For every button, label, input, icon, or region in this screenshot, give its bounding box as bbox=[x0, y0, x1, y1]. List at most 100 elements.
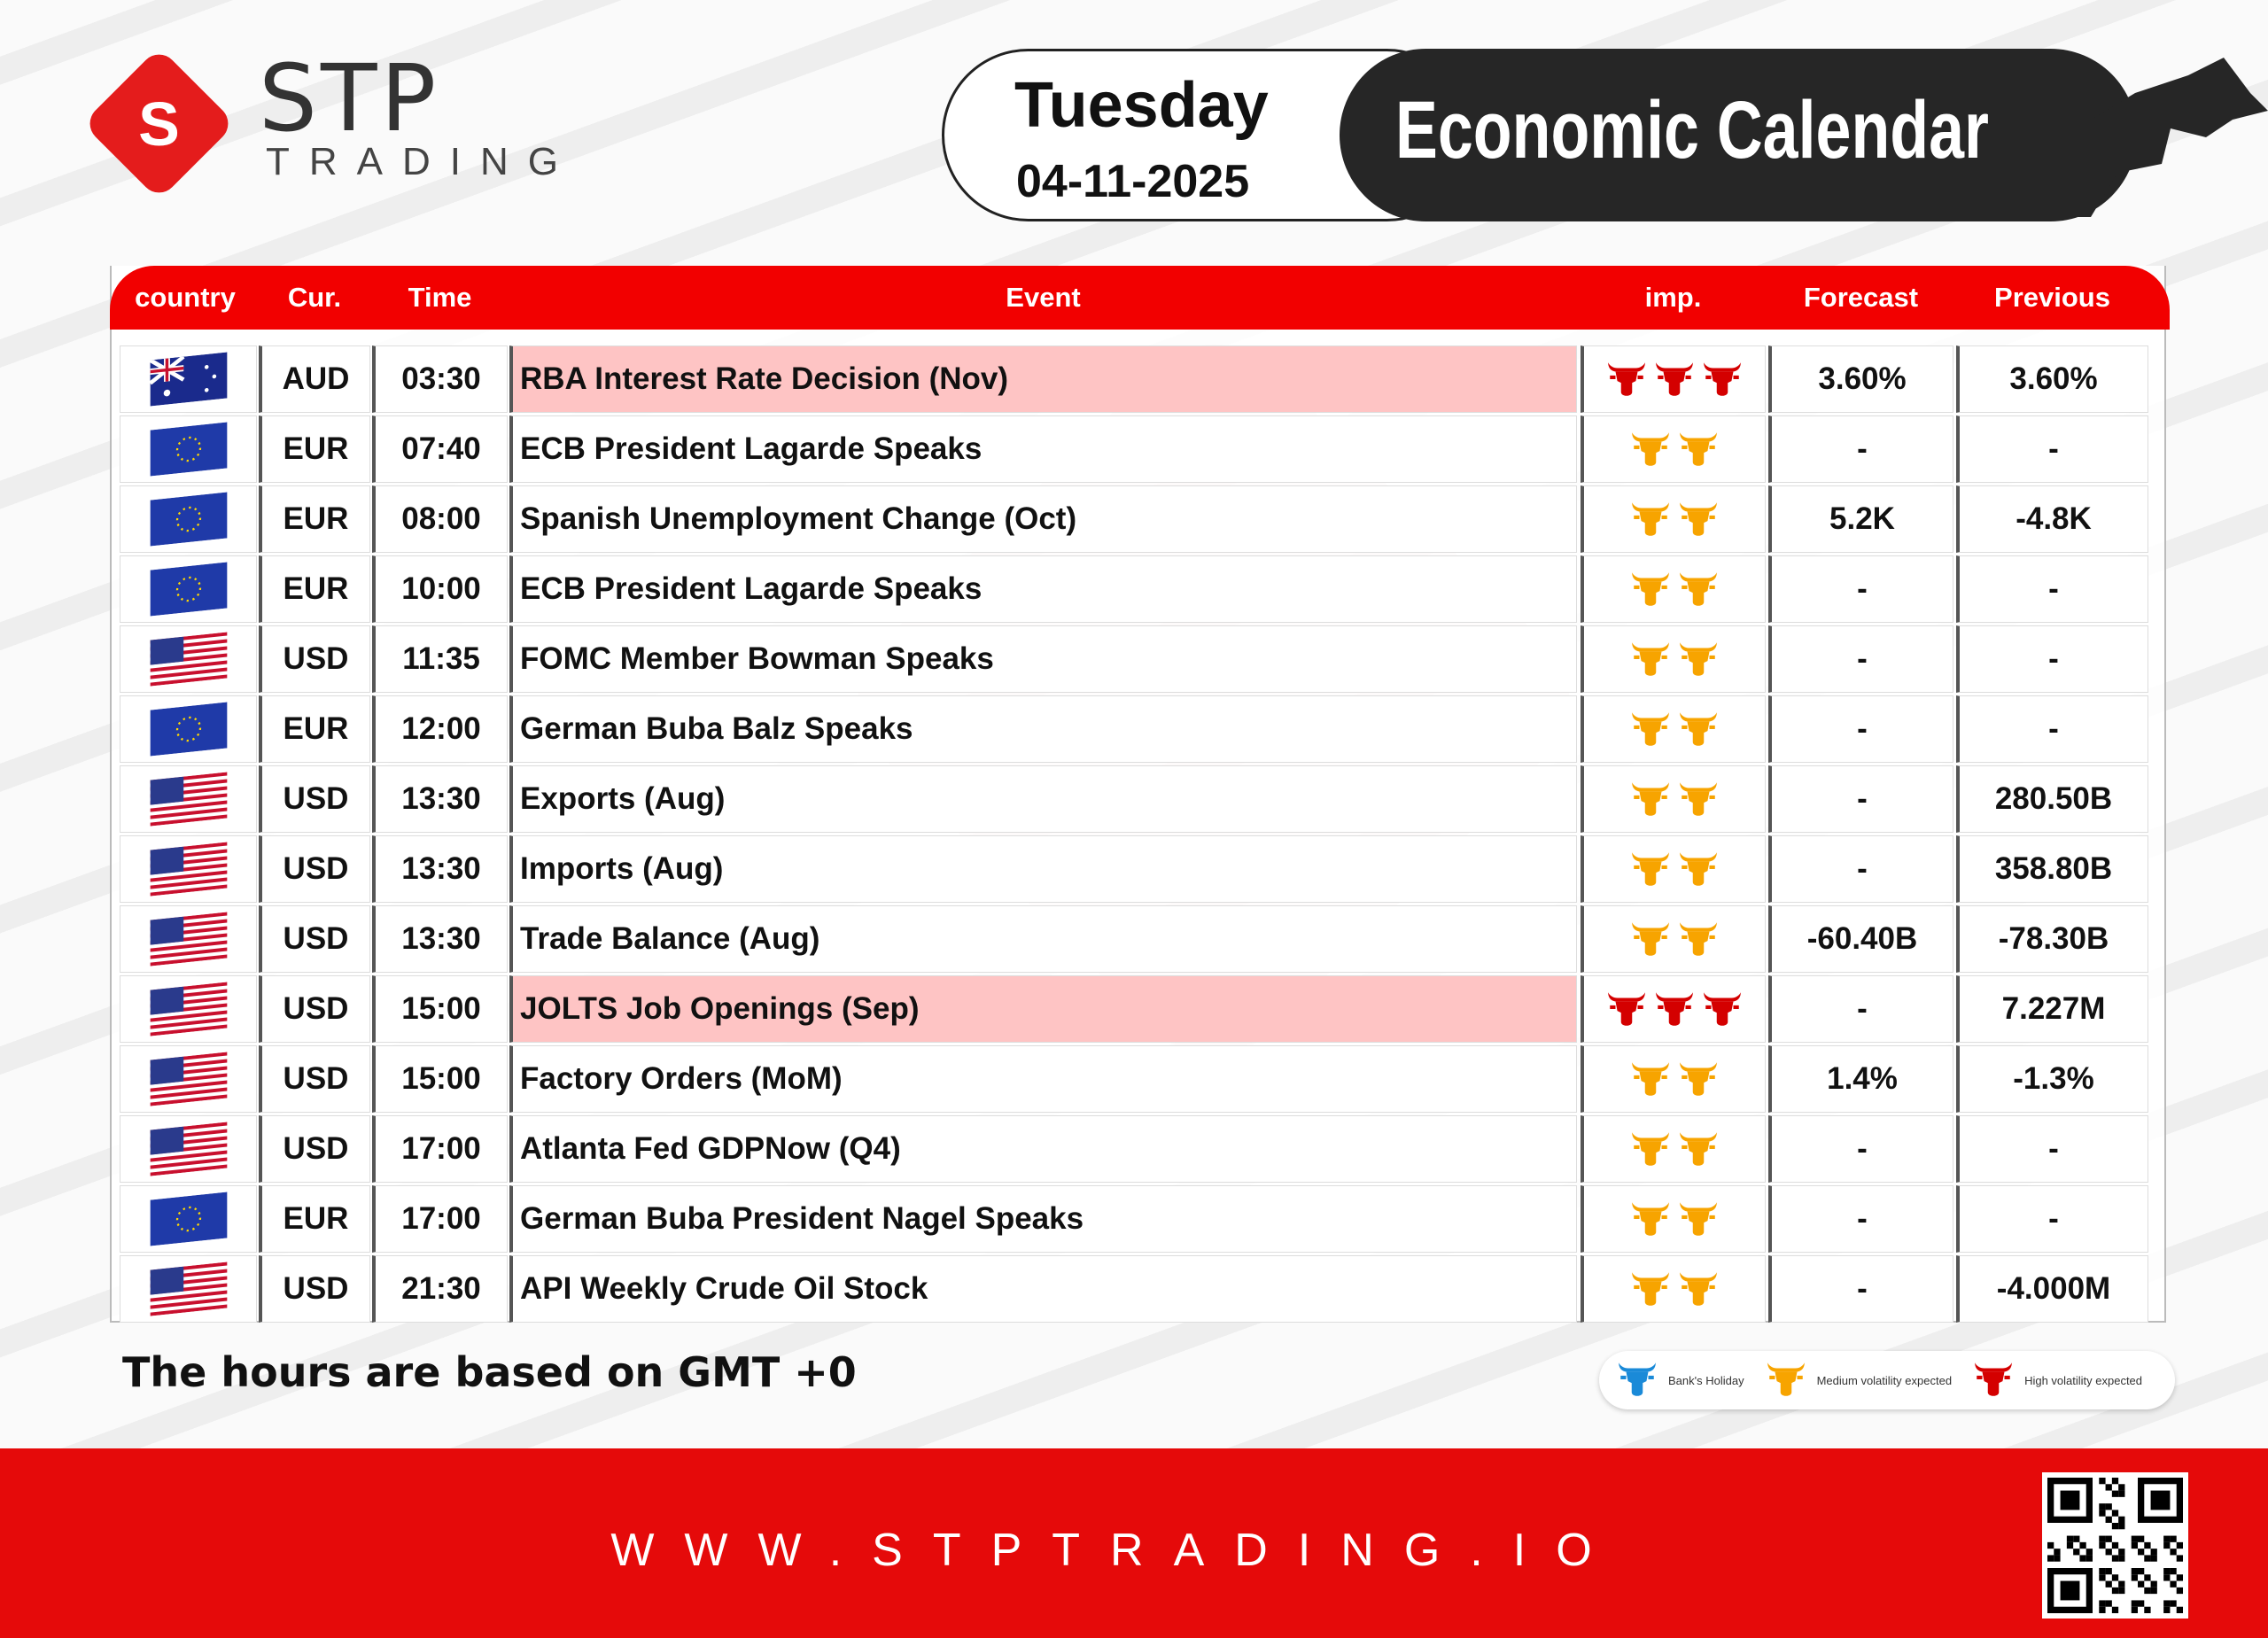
time-cell: 15:00 bbox=[372, 975, 508, 1043]
previous-cell: -4.8K bbox=[1956, 485, 2148, 553]
previous-cell: - bbox=[1956, 625, 2148, 693]
flag-cell bbox=[120, 695, 257, 763]
qr-code-icon bbox=[2042, 1472, 2188, 1619]
bull-medium-icon bbox=[1764, 1357, 1808, 1404]
currency-cell: USD bbox=[259, 835, 370, 903]
forecast-cell: - bbox=[1768, 975, 1953, 1043]
event-cell: Atlanta Fed GDPNow (Q4) bbox=[509, 1115, 1577, 1183]
currency-cell: USD bbox=[259, 1115, 370, 1183]
previous-cell: 358.80B bbox=[1956, 835, 2148, 903]
previous-cell: -4.000M bbox=[1956, 1255, 2148, 1323]
flag-cell bbox=[120, 835, 257, 903]
flag-cell bbox=[120, 905, 257, 973]
importance-cell bbox=[1581, 765, 1766, 833]
event-cell: JOLTS Job Openings (Sep) bbox=[509, 975, 1577, 1043]
currency-cell: USD bbox=[259, 1045, 370, 1113]
table-row: AUD 03:30 RBA Interest Rate Decision (Nov)… bbox=[120, 345, 2150, 413]
medium-importance-bulls-icon bbox=[1628, 777, 1720, 821]
importance-cell bbox=[1581, 695, 1766, 763]
currency-cell: USD bbox=[259, 975, 370, 1043]
eu-flag-icon bbox=[150, 562, 227, 617]
medium-importance-bulls-icon bbox=[1628, 847, 1720, 891]
table-row: EUR 08:00 Spanish Unemployment Change (Oct… bbox=[120, 485, 2150, 553]
event-cell: ECB President Lagarde Speaks bbox=[509, 415, 1577, 483]
legend-medium: Medium volatility expected bbox=[1816, 1373, 1953, 1387]
website-link[interactable]: WWW.STPTRADING.IO bbox=[610, 1525, 1622, 1576]
medium-importance-bulls-icon bbox=[1628, 1267, 1720, 1311]
high-importance-bulls-icon bbox=[1604, 987, 1744, 1031]
importance-cell bbox=[1581, 1255, 1766, 1323]
col-event: Event bbox=[1006, 282, 1081, 313]
medium-importance-bulls-icon bbox=[1628, 1057, 1720, 1101]
title-panel bbox=[1340, 49, 2137, 221]
us-flag-icon bbox=[150, 1052, 227, 1106]
time-cell: 13:30 bbox=[372, 765, 508, 833]
time-cell: 13:30 bbox=[372, 905, 508, 973]
flag-cell bbox=[120, 1185, 257, 1253]
event-cell: ECB President Lagarde Speaks bbox=[509, 555, 1577, 623]
forecast-cell: 1.4% bbox=[1768, 1045, 1953, 1113]
col-time: Time bbox=[408, 282, 472, 313]
brand-subtitle: TRADING bbox=[266, 140, 578, 183]
day-label: Tuesday bbox=[1014, 70, 1269, 141]
legend: Bank's Holiday Medium volatility expecte… bbox=[1599, 1351, 2175, 1409]
medium-importance-bulls-icon bbox=[1628, 707, 1720, 751]
currency-cell: EUR bbox=[259, 695, 370, 763]
flag-cell bbox=[120, 1045, 257, 1113]
bull-holiday-icon bbox=[1615, 1357, 1659, 1404]
table-row: USD 13:30 Exports (Aug) -280.50B bbox=[120, 765, 2150, 833]
table-row: EUR 17:00 German Buba President Nagel Spea… bbox=[120, 1185, 2150, 1253]
previous-cell: -78.30B bbox=[1956, 905, 2148, 973]
forecast-cell: 5.2K bbox=[1768, 485, 1953, 553]
legend-holiday: Bank's Holiday bbox=[1668, 1373, 1744, 1387]
forecast-cell: - bbox=[1768, 835, 1953, 903]
stp-logo-icon: S bbox=[89, 54, 229, 193]
bull-high-icon bbox=[1971, 1357, 2016, 1404]
previous-cell: 3.60% bbox=[1956, 345, 2148, 413]
flag-cell bbox=[120, 485, 257, 553]
medium-importance-bulls-icon bbox=[1628, 427, 1720, 471]
col-previous: Previous bbox=[1994, 282, 2110, 313]
forecast-cell: - bbox=[1768, 555, 1953, 623]
time-cell: 21:30 bbox=[372, 1255, 508, 1323]
table-row: USD 13:30 Trade Balance (Aug) -60.40B -78.30… bbox=[120, 905, 2150, 973]
forecast-cell: 3.60% bbox=[1768, 345, 1953, 413]
medium-importance-bulls-icon bbox=[1628, 1197, 1720, 1241]
medium-importance-bulls-icon bbox=[1628, 917, 1720, 961]
flag-cell bbox=[120, 625, 257, 693]
time-cell: 15:00 bbox=[372, 1045, 508, 1113]
bull-icon bbox=[2020, 58, 2268, 217]
table-row: USD 15:00 Factory Orders (MoM) 1.4% -1.3% bbox=[120, 1045, 2150, 1113]
time-cell: 17:00 bbox=[372, 1115, 508, 1183]
high-importance-bulls-icon bbox=[1604, 357, 1744, 401]
medium-importance-bulls-icon bbox=[1628, 497, 1720, 541]
time-cell: 07:40 bbox=[372, 415, 508, 483]
event-cell: German Buba President Nagel Speaks bbox=[509, 1185, 1577, 1253]
previous-cell: - bbox=[1956, 555, 2148, 623]
time-cell: 08:00 bbox=[372, 485, 508, 553]
forecast-cell: - bbox=[1768, 415, 1953, 483]
forecast-cell: - bbox=[1768, 695, 1953, 763]
col-forecast: Forecast bbox=[1803, 282, 1919, 313]
us-flag-icon bbox=[150, 1261, 227, 1316]
forecast-cell: - bbox=[1768, 765, 1953, 833]
timezone-note: The hours are based on GMT +0 bbox=[122, 1348, 857, 1396]
forecast-cell: - bbox=[1768, 1255, 1953, 1323]
currency-cell: EUR bbox=[259, 555, 370, 623]
importance-cell bbox=[1581, 625, 1766, 693]
event-cell: Spanish Unemployment Change (Oct) bbox=[509, 485, 1577, 553]
previous-cell: 280.50B bbox=[1956, 765, 2148, 833]
event-cell: API Weekly Crude Oil Stock bbox=[509, 1255, 1577, 1323]
page-title: Economic Calendar bbox=[1395, 85, 1989, 175]
table-header: country Cur. Time Event imp. Forecast Pr… bbox=[110, 266, 2170, 330]
eu-flag-icon bbox=[150, 702, 227, 757]
importance-cell bbox=[1581, 415, 1766, 483]
flag-cell bbox=[120, 1255, 257, 1323]
forecast-cell: -60.40B bbox=[1768, 905, 1953, 973]
table-row: USD 13:30 Imports (Aug) -358.80B bbox=[120, 835, 2150, 903]
flag-cell bbox=[120, 1115, 257, 1183]
medium-importance-bulls-icon bbox=[1628, 1127, 1720, 1171]
event-cell: Exports (Aug) bbox=[509, 765, 1577, 833]
table-row: USD 21:30 API Weekly Crude Oil Stock - -4.00… bbox=[120, 1255, 2150, 1323]
flag-cell bbox=[120, 975, 257, 1043]
